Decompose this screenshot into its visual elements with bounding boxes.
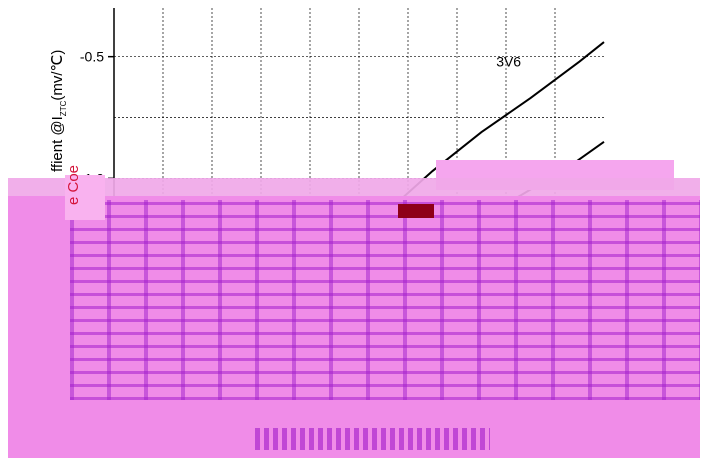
corruption-dark-block: [398, 204, 434, 218]
y-axis-label-fragment: e Coe: [65, 164, 82, 205]
y-axis-label: ffient @IZTC(mv/℃): [49, 50, 68, 172]
corruption-bottom-pattern: [255, 428, 490, 450]
corruption-yaxis: [65, 175, 105, 220]
corruption-pattern: [70, 200, 700, 400]
series-label: 3V6: [496, 53, 521, 69]
y-tick-label: -0.5: [80, 49, 104, 65]
